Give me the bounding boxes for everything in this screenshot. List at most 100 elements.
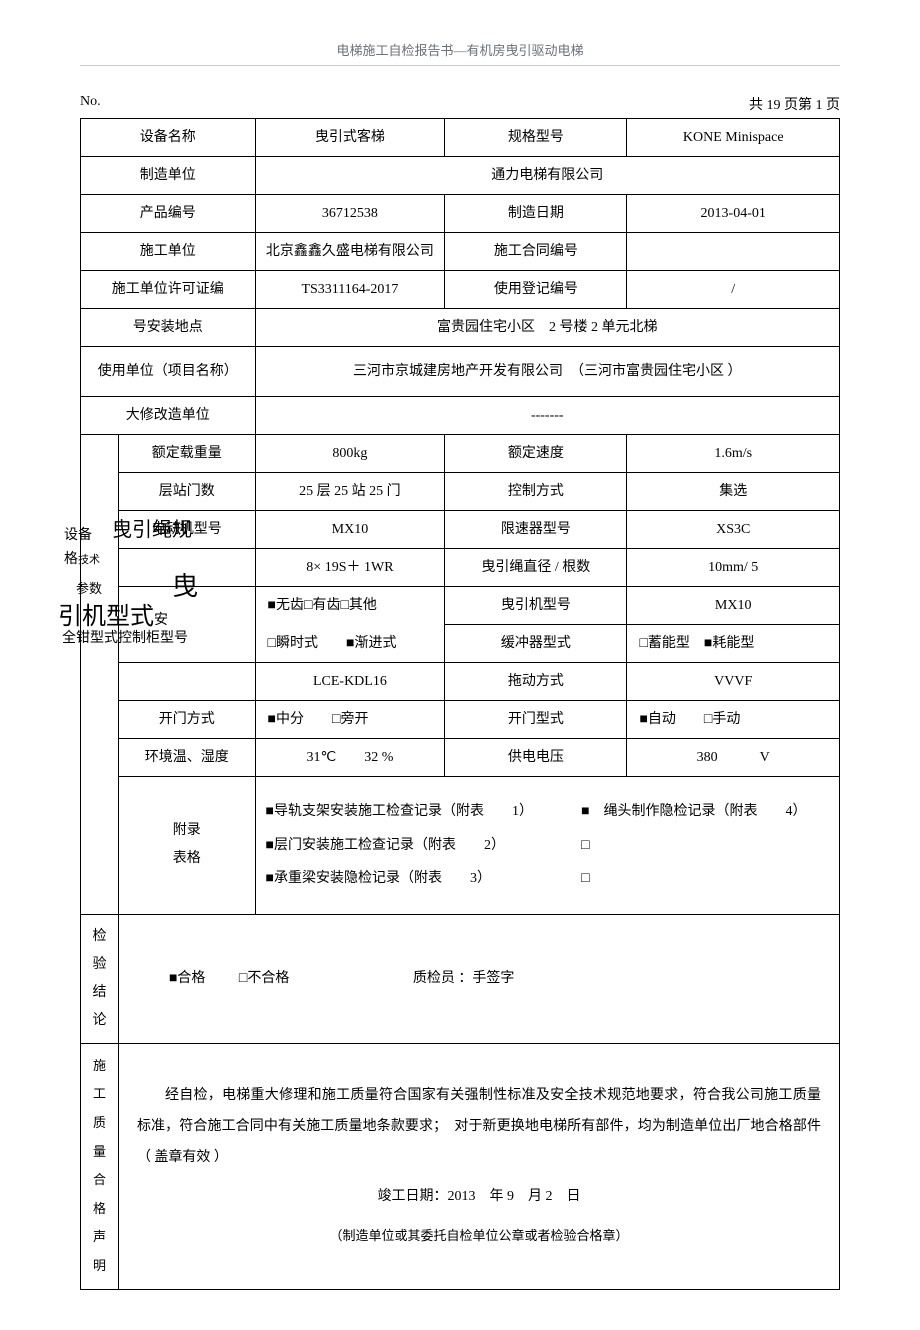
table-row: 产品编号 36712538 制造日期 2013-04-01 [81, 195, 840, 233]
table-row: 环境温、湿度 31℃ 32 % 供电电压 380 V [81, 739, 840, 777]
val-usage-reg-no: / [627, 271, 840, 309]
label-overhaul-unit: 大修改造单位 [81, 397, 256, 435]
table-row: ■无齿□有齿□其他 曳引机型号 MX10 [81, 587, 840, 625]
conclusion-content: ■合格 □不合格 质检员 ：手签字 [118, 914, 839, 1043]
conclusion-pass: ■合格 [169, 971, 205, 986]
header-divider [80, 65, 840, 66]
val-motor-model: MX10 [255, 511, 445, 549]
val-power-voltage: 380 V [627, 739, 840, 777]
val-manufacturer: 通力电梯有限公司 [255, 157, 839, 195]
label-use-unit: 使用单位（项目名称） [81, 347, 256, 397]
label-contract-no: 施工合同编号 [445, 233, 627, 271]
table-row: 设备名称 曳引式客梯 规格型号 KONE Minispace [81, 119, 840, 157]
label-motor-model: 电动机型号 [118, 511, 255, 549]
conclusion-fail: □不合格 [239, 971, 289, 986]
label-floors: 层站门数 [118, 473, 255, 511]
label-rated-load: 额定载重量 [118, 435, 255, 473]
label-door-type: 开门型式 [445, 701, 627, 739]
val-rope-diameter: 10mm/ 5 [627, 549, 840, 587]
val-construction-unit: 北京鑫鑫久盛电梯有限公司 [255, 233, 445, 271]
val-install-addr: 富贵园住宅小区 2 号楼 2 单元北梯 [255, 309, 839, 347]
main-table: 设备名称 曳引式客梯 规格型号 KONE Minispace 制造单位 通力电梯… [80, 118, 840, 1290]
val-contract-no [627, 233, 840, 271]
appendix-item-4: ■ 绳头制作隐检记录（附表 4） [581, 795, 806, 829]
label-usage-reg-no: 使用登记编号 [445, 271, 627, 309]
label-mfg-date: 制造日期 [445, 195, 627, 233]
table-wrapper: 设备名称 曳引式客梯 规格型号 KONE Minispace 制造单位 通力电梯… [80, 118, 840, 1290]
conclusion-inspector: 质检员 ：手签字 [413, 971, 515, 986]
declaration-body: 经自检，电梯重大修理和施工质量符合国家有关强制性标准及安全技术规范地要求，符合我… [137, 1081, 821, 1173]
label-rated-speed: 额定速度 [445, 435, 627, 473]
label-equip-name: 设备名称 [81, 119, 256, 157]
val-rated-load: 800kg [255, 435, 445, 473]
label-manufacturer: 制造单位 [81, 157, 256, 195]
table-row: 层站门数 25 层 25 站 25 门 控制方式 集选 [81, 473, 840, 511]
label-traction-rope [118, 549, 255, 587]
label-control-mode: 控制方式 [445, 473, 627, 511]
declaration-stamp: （制造单位或其委托自检单位公章或者检验合格章） [137, 1222, 821, 1251]
val-drive-mode: VVVF [627, 663, 840, 701]
table-row: 电动机型号 MX10 限速器型号 XS3C [81, 511, 840, 549]
val-buffer-type: □蓄能型 ■耗能型 [627, 625, 840, 663]
appendix-item-1: ■导轨支架安装施工检查记录（附表 1） [266, 795, 582, 829]
doc-header: 电梯施工自检报告书—有机房曳引驱动电梯 [80, 40, 840, 59]
declaration-completion: 竣工日期：2013 年 9 月 2 日 [137, 1182, 821, 1213]
table-row: 使用单位（项目名称） 三河市京城建房地产开发有限公司 （三河市富贵园住宅小区 ） [81, 347, 840, 397]
table-row: 开门方式 ■中分 □旁开 开门型式 ■自动 □手动 [81, 701, 840, 739]
vert-spec-label [81, 435, 119, 915]
val-control-cabinet: LCE-KDL16 [255, 663, 445, 701]
table-row: 施工单位许可证编 TS3311164-2017 使用登记编号 / [81, 271, 840, 309]
val-control-mode: 集选 [627, 473, 840, 511]
declaration-row: 施工质量合格声明 经自检，电梯重大修理和施工质量符合国家有关强制性标准及安全技术… [81, 1043, 840, 1289]
appendix-box-2: □ [581, 829, 589, 863]
val-traction-type: ■无齿□有齿□其他 [255, 587, 445, 625]
page-counter: 共 19 页第 1 页 [749, 94, 840, 114]
table-row: 大修改造单位 ------- [81, 397, 840, 435]
label-drive-mode: 拖动方式 [445, 663, 627, 701]
val-rated-speed: 1.6m/s [627, 435, 840, 473]
appendix-content: ■导轨支架安装施工检查记录（附表 1） ■ 绳头制作隐检记录（附表 4） ■层门… [255, 777, 839, 915]
label-conclusion: 检验结论 [81, 914, 119, 1043]
declaration-content: 经自检，电梯重大修理和施工质量符合国家有关强制性标准及安全技术规范地要求，符合我… [118, 1043, 839, 1289]
val-floors: 25 层 25 站 25 门 [255, 473, 445, 511]
val-spec-model: KONE Minispace [627, 119, 840, 157]
label-product-no: 产品编号 [81, 195, 256, 233]
appendix-item-2: ■层门安装施工检查记录（附表 2） [266, 829, 582, 863]
table-row: LCE-KDL16 拖动方式 VVVF [81, 663, 840, 701]
label-install-addr: 号安装地点 [81, 309, 256, 347]
label-door-open: 开门方式 [118, 701, 255, 739]
no-label: No. [80, 94, 101, 114]
appendix-box-3: □ [581, 862, 589, 896]
val-product-no: 36712538 [255, 195, 445, 233]
table-row: 制造单位 通力电梯有限公司 [81, 157, 840, 195]
table-row: 额定载重量 800kg 额定速度 1.6m/s [81, 435, 840, 473]
label-license-no: 施工单位许可证编 [81, 271, 256, 309]
val-governor-model: XS3C [627, 511, 840, 549]
conclusion-row: 检验结论 ■合格 □不合格 质检员 ：手签字 [81, 914, 840, 1043]
label-buffer-type: 缓冲器型式 [445, 625, 627, 663]
label-appendix: 附录表格 [118, 777, 255, 915]
val-env: 31℃ 32 % [255, 739, 445, 777]
val-equip-name: 曳引式客梯 [255, 119, 445, 157]
val-overhaul-unit: ------- [255, 397, 839, 435]
label-rope-diameter: 曳引绳直径 / 根数 [445, 549, 627, 587]
label-traction-machine: 曳引机型号 [445, 587, 627, 625]
label-spec-model: 规格型号 [445, 119, 627, 157]
label-power-voltage: 供电电压 [445, 739, 627, 777]
page-info-bar: No. 共 19 页第 1 页 [80, 94, 840, 114]
table-row: 施工单位 北京鑫鑫久盛电梯有限公司 施工合同编号 [81, 233, 840, 271]
val-traction-machine: MX10 [627, 587, 840, 625]
label-declaration: 施工质量合格声明 [81, 1043, 119, 1289]
val-door-type: ■自动 □手动 [627, 701, 840, 739]
val-use-unit: 三河市京城建房地产开发有限公司 （三河市富贵园住宅小区 ） [255, 347, 839, 397]
table-row: 号安装地点 富贵园住宅小区 2 号楼 2 单元北梯 [81, 309, 840, 347]
label-governor-model: 限速器型号 [445, 511, 627, 549]
val-traction-rope: 8× 19S＋ 1WR [255, 549, 445, 587]
appendix-row: 附录表格 ■导轨支架安装施工检查记录（附表 1） ■ 绳头制作隐检记录（附表 4… [81, 777, 840, 915]
val-safety-gear: □瞬时式 ■渐进式 [255, 625, 445, 663]
table-row: 8× 19S＋ 1WR 曳引绳直径 / 根数 10mm/ 5 [81, 549, 840, 587]
val-license-no: TS3311164-2017 [255, 271, 445, 309]
appendix-item-3: ■承重梁安装隐检记录（附表 3） [266, 862, 582, 896]
label-env: 环境温、湿度 [118, 739, 255, 777]
val-mfg-date: 2013-04-01 [627, 195, 840, 233]
